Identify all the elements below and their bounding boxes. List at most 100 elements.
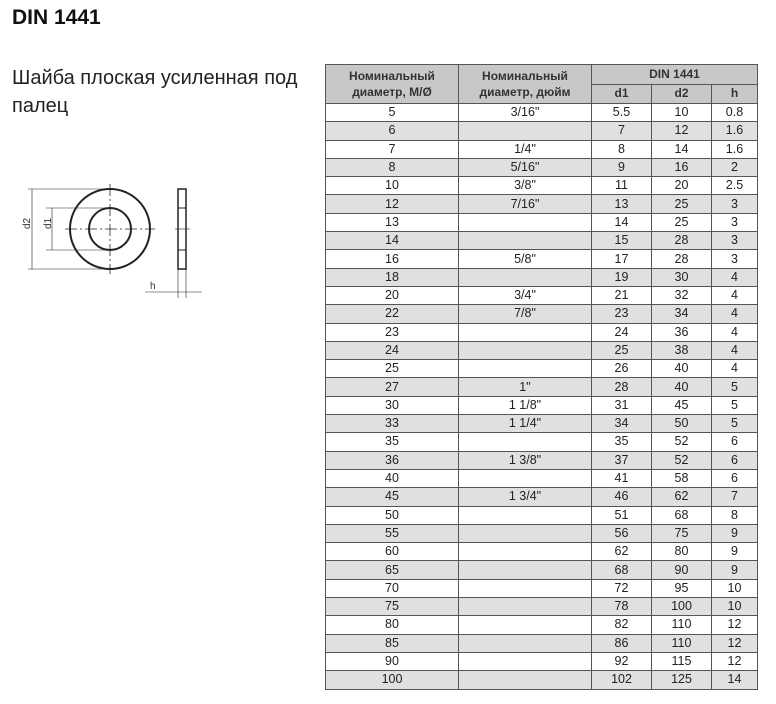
metric-cell: 23 bbox=[325, 322, 459, 342]
d1-cell: 82 bbox=[591, 615, 652, 635]
metric-cell: 8 bbox=[325, 157, 459, 178]
metric-cell: 45 bbox=[325, 487, 459, 507]
header-group: DIN 1441 bbox=[591, 64, 758, 85]
table-row: 14 15 28 3 bbox=[325, 231, 758, 251]
d1-cell: 86 bbox=[591, 633, 652, 653]
inch-cell bbox=[458, 633, 592, 653]
h-cell: 4 bbox=[711, 359, 758, 379]
d1-cell: 9 bbox=[591, 157, 652, 178]
metric-cell: 100 bbox=[325, 670, 459, 690]
washer-diagram: d2 d1 h bbox=[22, 184, 202, 298]
d2-cell: 58 bbox=[651, 468, 712, 489]
d2-cell: 40 bbox=[651, 359, 712, 379]
d1-cell: 34 bbox=[591, 414, 652, 434]
d1-cell: 51 bbox=[591, 505, 652, 525]
table-row: 22 7/8" 23 34 4 bbox=[325, 304, 758, 324]
h-cell: 3 bbox=[711, 212, 758, 233]
metric-cell: 35 bbox=[325, 432, 459, 452]
inch-cell: 7/8" bbox=[458, 304, 592, 324]
d1-cell: 14 bbox=[591, 212, 652, 233]
table-row: 13 14 25 3 bbox=[325, 212, 758, 233]
d1-cell: 78 bbox=[591, 597, 652, 617]
inch-cell: 3/16" bbox=[458, 102, 592, 123]
metric-cell: 70 bbox=[325, 578, 459, 599]
inch-cell: 1 1/8" bbox=[458, 395, 592, 416]
d1-cell: 62 bbox=[591, 542, 652, 562]
inch-cell: 1" bbox=[458, 377, 592, 397]
table-row: 100 102 125 14 bbox=[325, 670, 758, 690]
d2-cell: 14 bbox=[651, 139, 712, 159]
table-row: 40 41 58 6 bbox=[325, 468, 758, 489]
d1-cell: 26 bbox=[591, 359, 652, 379]
metric-cell: 75 bbox=[325, 597, 459, 617]
h-cell: 4 bbox=[711, 340, 758, 361]
inch-cell bbox=[458, 322, 592, 342]
metric-cell: 60 bbox=[325, 542, 459, 562]
inch-cell: 1/4" bbox=[458, 139, 592, 159]
table-row: 90 92 115 12 bbox=[325, 651, 758, 672]
d1-cell: 72 bbox=[591, 578, 652, 599]
d1-cell: 92 bbox=[591, 651, 652, 672]
d2-cell: 125 bbox=[651, 670, 712, 690]
h-cell: 10 bbox=[711, 578, 758, 599]
d2-cell: 110 bbox=[651, 615, 712, 635]
h-cell: 10 bbox=[711, 597, 758, 617]
table-row: 24 25 38 4 bbox=[325, 340, 758, 361]
metric-cell: 55 bbox=[325, 523, 459, 544]
metric-cell: 5 bbox=[325, 102, 459, 123]
metric-cell: 33 bbox=[325, 414, 459, 434]
d2-cell: 40 bbox=[651, 377, 712, 397]
h-cell: 4 bbox=[711, 267, 758, 287]
d1-cell: 56 bbox=[591, 523, 652, 544]
d2-cell: 110 bbox=[651, 633, 712, 653]
table-row: 5 3/16" 5.5 10 0.8 bbox=[325, 102, 758, 123]
d1-label: d1 bbox=[43, 217, 54, 229]
h-cell: 0.8 bbox=[711, 102, 758, 123]
inch-cell bbox=[458, 432, 592, 452]
d1-cell: 25 bbox=[591, 340, 652, 361]
inch-cell: 5/8" bbox=[458, 249, 592, 269]
table-row: 45 1 3/4" 46 62 7 bbox=[325, 487, 758, 507]
d1-cell: 35 bbox=[591, 432, 652, 452]
d2-cell: 95 bbox=[651, 578, 712, 599]
d2-cell: 25 bbox=[651, 212, 712, 233]
h-cell: 5 bbox=[711, 414, 758, 434]
h-cell: 5 bbox=[711, 377, 758, 397]
inch-cell bbox=[458, 578, 592, 599]
h-cell: 8 bbox=[711, 505, 758, 525]
table-row: 27 1" 28 40 5 bbox=[325, 377, 758, 397]
metric-cell: 20 bbox=[325, 285, 459, 306]
h-cell: 4 bbox=[711, 322, 758, 342]
inch-cell: 1 3/4" bbox=[458, 487, 592, 507]
metric-cell: 80 bbox=[325, 615, 459, 635]
d1-cell: 19 bbox=[591, 267, 652, 287]
d1-cell: 17 bbox=[591, 249, 652, 269]
inch-cell bbox=[458, 340, 592, 361]
inch-cell bbox=[458, 597, 592, 617]
inch-cell bbox=[458, 615, 592, 635]
table-row: 10 3/8" 11 20 2.5 bbox=[325, 176, 758, 196]
h-cell: 1.6 bbox=[711, 121, 758, 141]
h-cell: 6 bbox=[711, 432, 758, 452]
table-row: 8 5/16" 9 16 2 bbox=[325, 157, 758, 178]
metric-cell: 16 bbox=[325, 249, 459, 269]
inch-cell bbox=[458, 121, 592, 141]
d2-cell: 34 bbox=[651, 304, 712, 324]
inch-cell bbox=[458, 542, 592, 562]
d2-cell: 36 bbox=[651, 322, 712, 342]
metric-cell: 12 bbox=[325, 194, 459, 214]
h-cell: 9 bbox=[711, 542, 758, 562]
metric-cell: 30 bbox=[325, 395, 459, 416]
page-title: DIN 1441 bbox=[12, 6, 101, 29]
table-row: 80 82 110 12 bbox=[325, 615, 758, 635]
d2-cell: 62 bbox=[651, 487, 712, 507]
h-cell: 6 bbox=[711, 468, 758, 489]
d1-cell: 11 bbox=[591, 176, 652, 196]
metric-cell: 6 bbox=[325, 121, 459, 141]
table-row: 35 35 52 6 bbox=[325, 432, 758, 452]
inch-cell bbox=[458, 651, 592, 672]
d2-cell: 50 bbox=[651, 414, 712, 434]
subtitle: Шайба плоская усиленная под палец bbox=[12, 67, 298, 117]
table-row: 7 1/4" 8 14 1.6 bbox=[325, 139, 758, 159]
h-cell: 9 bbox=[711, 560, 758, 580]
